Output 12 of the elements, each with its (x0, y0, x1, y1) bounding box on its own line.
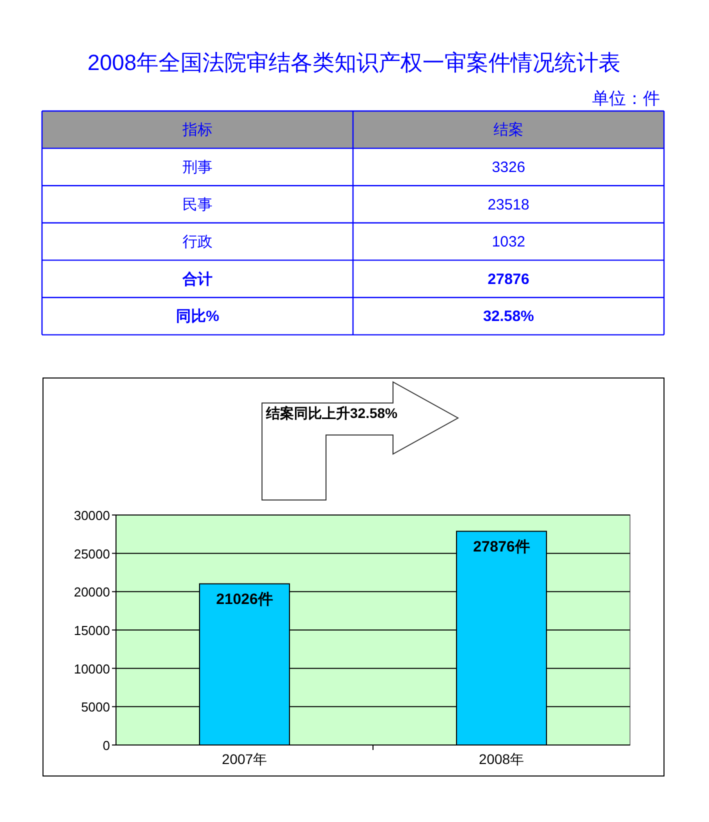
data-label: 21026件 (216, 590, 273, 608)
y-tick-label: 30000 (74, 508, 110, 523)
x-tick-label: 2007年 (222, 751, 268, 767)
y-tick-label: 15000 (74, 623, 110, 638)
x-tick-label: 2008年 (478, 751, 524, 767)
y-tick-label: 0 (102, 738, 110, 753)
y-tick-label: 20000 (74, 584, 110, 600)
data-label: 27876件 (473, 538, 530, 556)
text: 结案同比上升32.58% (265, 405, 398, 421)
y-tick-label: 10000 (74, 661, 110, 676)
y-tick-label: 5000 (81, 700, 110, 715)
y-tick-label: 25000 (74, 546, 110, 562)
